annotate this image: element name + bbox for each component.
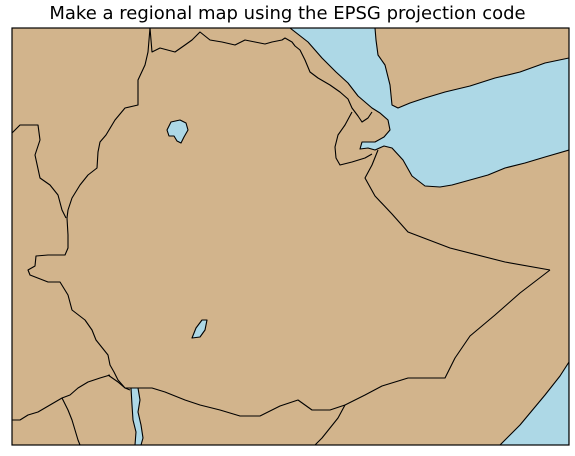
border-djibouti-somaliland (364, 149, 551, 271)
lake-turkana (130, 387, 144, 445)
border-kenya-south (107, 374, 131, 391)
border-ethiopia-eritrea (149, 28, 373, 123)
lake-tana (166, 119, 189, 144)
border-eritrea-djibouti (334, 111, 373, 166)
border-ethiopia-sudan (27, 28, 151, 389)
lake-abaya (191, 319, 208, 339)
map-frame (11, 27, 570, 446)
indian-ocean (499, 361, 569, 445)
map-title: Make a regional map using the EPSG proje… (49, 3, 526, 24)
border-sudan-south-sudan (12, 124, 67, 219)
border-somalia-kenya (314, 404, 346, 445)
red-sea (289, 28, 569, 188)
border-ethiopia-somalia (125, 269, 551, 417)
border-uganda-kenya (61, 397, 81, 445)
